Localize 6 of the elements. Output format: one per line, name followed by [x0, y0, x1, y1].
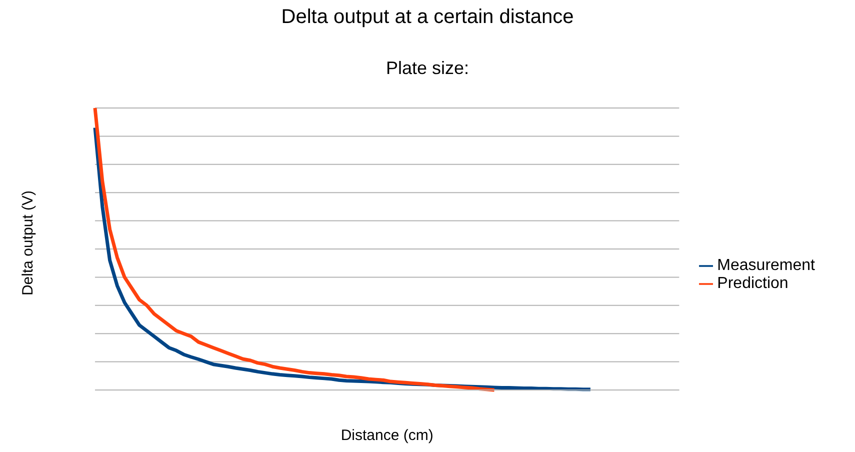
- legend-label: Measurement: [717, 257, 815, 274]
- y-axis-title: Delta output (V): [20, 190, 36, 296]
- chart-subtitle: Plate size:: [384, 58, 470, 79]
- chart-title: Delta output at a certain distance: [280, 6, 575, 29]
- x-axis-title: Distance (cm): [340, 427, 434, 444]
- legend-label: Prediction: [717, 275, 788, 292]
